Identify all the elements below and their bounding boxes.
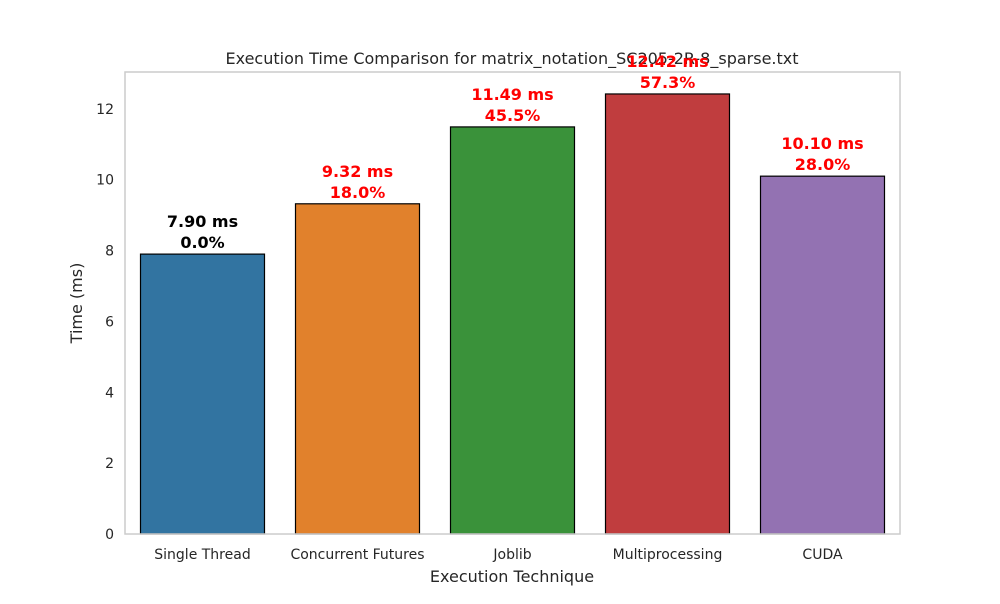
- y-tick-label: 4: [105, 385, 114, 401]
- bar-value-label: 10.10 ms: [781, 134, 863, 153]
- bar-concurrent-futures: [294, 203, 421, 535]
- y-axis-label: Time (ms): [67, 263, 86, 345]
- bar-value-label: 9.32 ms: [322, 162, 393, 181]
- x-tick-label: Multiprocessing: [613, 547, 723, 563]
- bar-single-thread: [139, 253, 266, 535]
- y-tick-label: 0: [105, 527, 114, 543]
- bar-value-label: 12.42 ms: [626, 52, 708, 71]
- x-tick-label: Single Thread: [154, 547, 250, 563]
- x-tick-label: CUDA: [802, 547, 843, 563]
- y-tick-label: 10: [96, 173, 114, 189]
- y-tick-label: 6: [105, 314, 114, 330]
- chart-title: Execution Time Comparison for matrix_not…: [225, 49, 798, 69]
- bar-joblib: [449, 126, 576, 535]
- bar-percent-label: 57.3%: [640, 73, 696, 92]
- bar-value-label: 7.90 ms: [167, 212, 238, 231]
- plot-frame: [124, 71, 901, 535]
- x-tick-label: Concurrent Futures: [290, 547, 424, 563]
- x-axis-label: Execution Technique: [430, 567, 594, 586]
- bar-percent-label: 28.0%: [795, 155, 851, 174]
- bar-multiprocessing: [604, 93, 731, 535]
- y-tick-label: 8: [105, 244, 114, 260]
- x-tick-label: Joblib: [492, 547, 531, 563]
- plot-area: 0 2 4 6 8 10 12 Single Thread 7.90 ms 0.0% Concurr…: [96, 52, 901, 563]
- y-tick-label: 12: [96, 102, 114, 118]
- y-tick-label: 2: [105, 456, 114, 472]
- bar-cuda: [759, 175, 886, 535]
- bar-percent-label: 0.0%: [180, 233, 224, 252]
- bar-percent-label: 18.0%: [330, 183, 386, 202]
- bar-percent-label: 45.5%: [485, 106, 541, 125]
- bar-value-label: 11.49 ms: [471, 85, 553, 104]
